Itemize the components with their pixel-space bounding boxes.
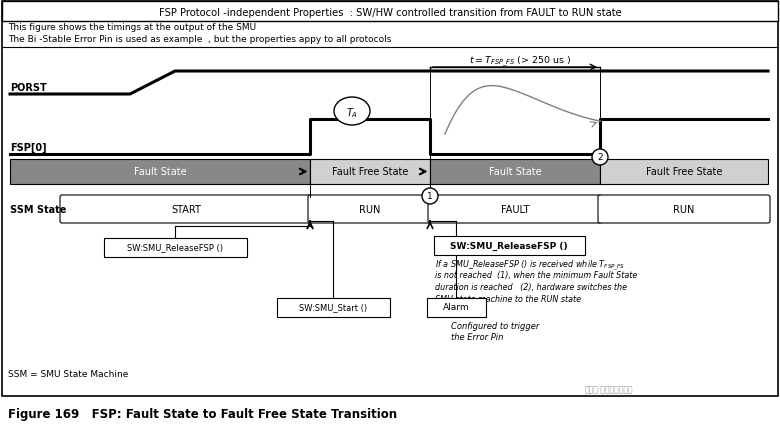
FancyBboxPatch shape bbox=[2, 2, 778, 22]
Text: Configured to trigger: Configured to trigger bbox=[451, 321, 540, 330]
Text: 公眾號·汽車電子嵌入式: 公眾號·汽車電子嵌入式 bbox=[585, 385, 633, 394]
Text: FSP[0]: FSP[0] bbox=[10, 143, 47, 153]
Bar bbox=[430, 160, 600, 184]
FancyBboxPatch shape bbox=[60, 196, 312, 224]
FancyBboxPatch shape bbox=[276, 298, 389, 317]
Text: Fault State: Fault State bbox=[133, 167, 186, 177]
Text: 2: 2 bbox=[597, 153, 603, 162]
Text: $t = T_{FSP\_FS}$ (> 250 us ): $t = T_{FSP\_FS}$ (> 250 us ) bbox=[469, 55, 571, 69]
Text: 1: 1 bbox=[427, 192, 433, 201]
Text: Figure 169   FSP: Fault State to Fault Free State Transition: Figure 169 FSP: Fault State to Fault Fre… bbox=[8, 408, 397, 420]
Text: Fault State: Fault State bbox=[489, 167, 541, 177]
FancyBboxPatch shape bbox=[427, 298, 485, 317]
FancyBboxPatch shape bbox=[104, 238, 246, 257]
Text: is not reached  (1), when the minimum Fault State: is not reached (1), when the minimum Fau… bbox=[435, 271, 637, 279]
Text: SSM = SMU State Machine: SSM = SMU State Machine bbox=[8, 370, 129, 379]
Circle shape bbox=[592, 150, 608, 166]
Text: $T_A$: $T_A$ bbox=[346, 106, 358, 120]
FancyBboxPatch shape bbox=[434, 236, 584, 255]
Text: PORST: PORST bbox=[10, 83, 47, 93]
Text: FSP Protocol -independent Properties  : SW/HW controlled transition from FAULT t: FSP Protocol -independent Properties : S… bbox=[158, 8, 622, 18]
Text: SW:SMU_ReleaseFSP (): SW:SMU_ReleaseFSP () bbox=[127, 243, 223, 252]
Text: Fault Free State: Fault Free State bbox=[332, 167, 408, 177]
Text: If a SMU_ReleaseFSP () is received while $T_{FSP\_FS}$: If a SMU_ReleaseFSP () is received while… bbox=[435, 259, 626, 273]
Text: Alarm: Alarm bbox=[443, 303, 470, 312]
Text: SMU state machine to the RUN state: SMU state machine to the RUN state bbox=[435, 294, 581, 303]
Text: SW:SMU_ReleaseFSP (): SW:SMU_ReleaseFSP () bbox=[450, 241, 568, 250]
FancyBboxPatch shape bbox=[2, 2, 778, 396]
Text: SW:SMU_Start (): SW:SMU_Start () bbox=[299, 303, 367, 312]
Text: START: START bbox=[171, 204, 201, 215]
Text: RUN: RUN bbox=[673, 204, 695, 215]
Text: This figure shows the timings at the output of the SMU: This figure shows the timings at the out… bbox=[8, 23, 256, 32]
Text: duration is reached   (2), hardware switches the: duration is reached (2), hardware switch… bbox=[435, 282, 627, 291]
Bar bbox=[600, 160, 768, 184]
FancyBboxPatch shape bbox=[428, 196, 602, 224]
FancyBboxPatch shape bbox=[598, 196, 770, 224]
Bar bbox=[310, 160, 430, 184]
Text: Fault Free State: Fault Free State bbox=[646, 167, 722, 177]
Bar bbox=[10, 160, 310, 184]
Text: the Error Pin: the Error Pin bbox=[451, 332, 503, 341]
Text: RUN: RUN bbox=[360, 204, 381, 215]
FancyBboxPatch shape bbox=[308, 196, 432, 224]
Ellipse shape bbox=[334, 98, 370, 126]
Text: The Bi -Stable Error Pin is used as example  , but the properties appy to all pr: The Bi -Stable Error Pin is used as exam… bbox=[8, 35, 392, 44]
Text: FAULT: FAULT bbox=[501, 204, 530, 215]
Text: SSM State: SSM State bbox=[10, 204, 66, 215]
Circle shape bbox=[422, 189, 438, 204]
